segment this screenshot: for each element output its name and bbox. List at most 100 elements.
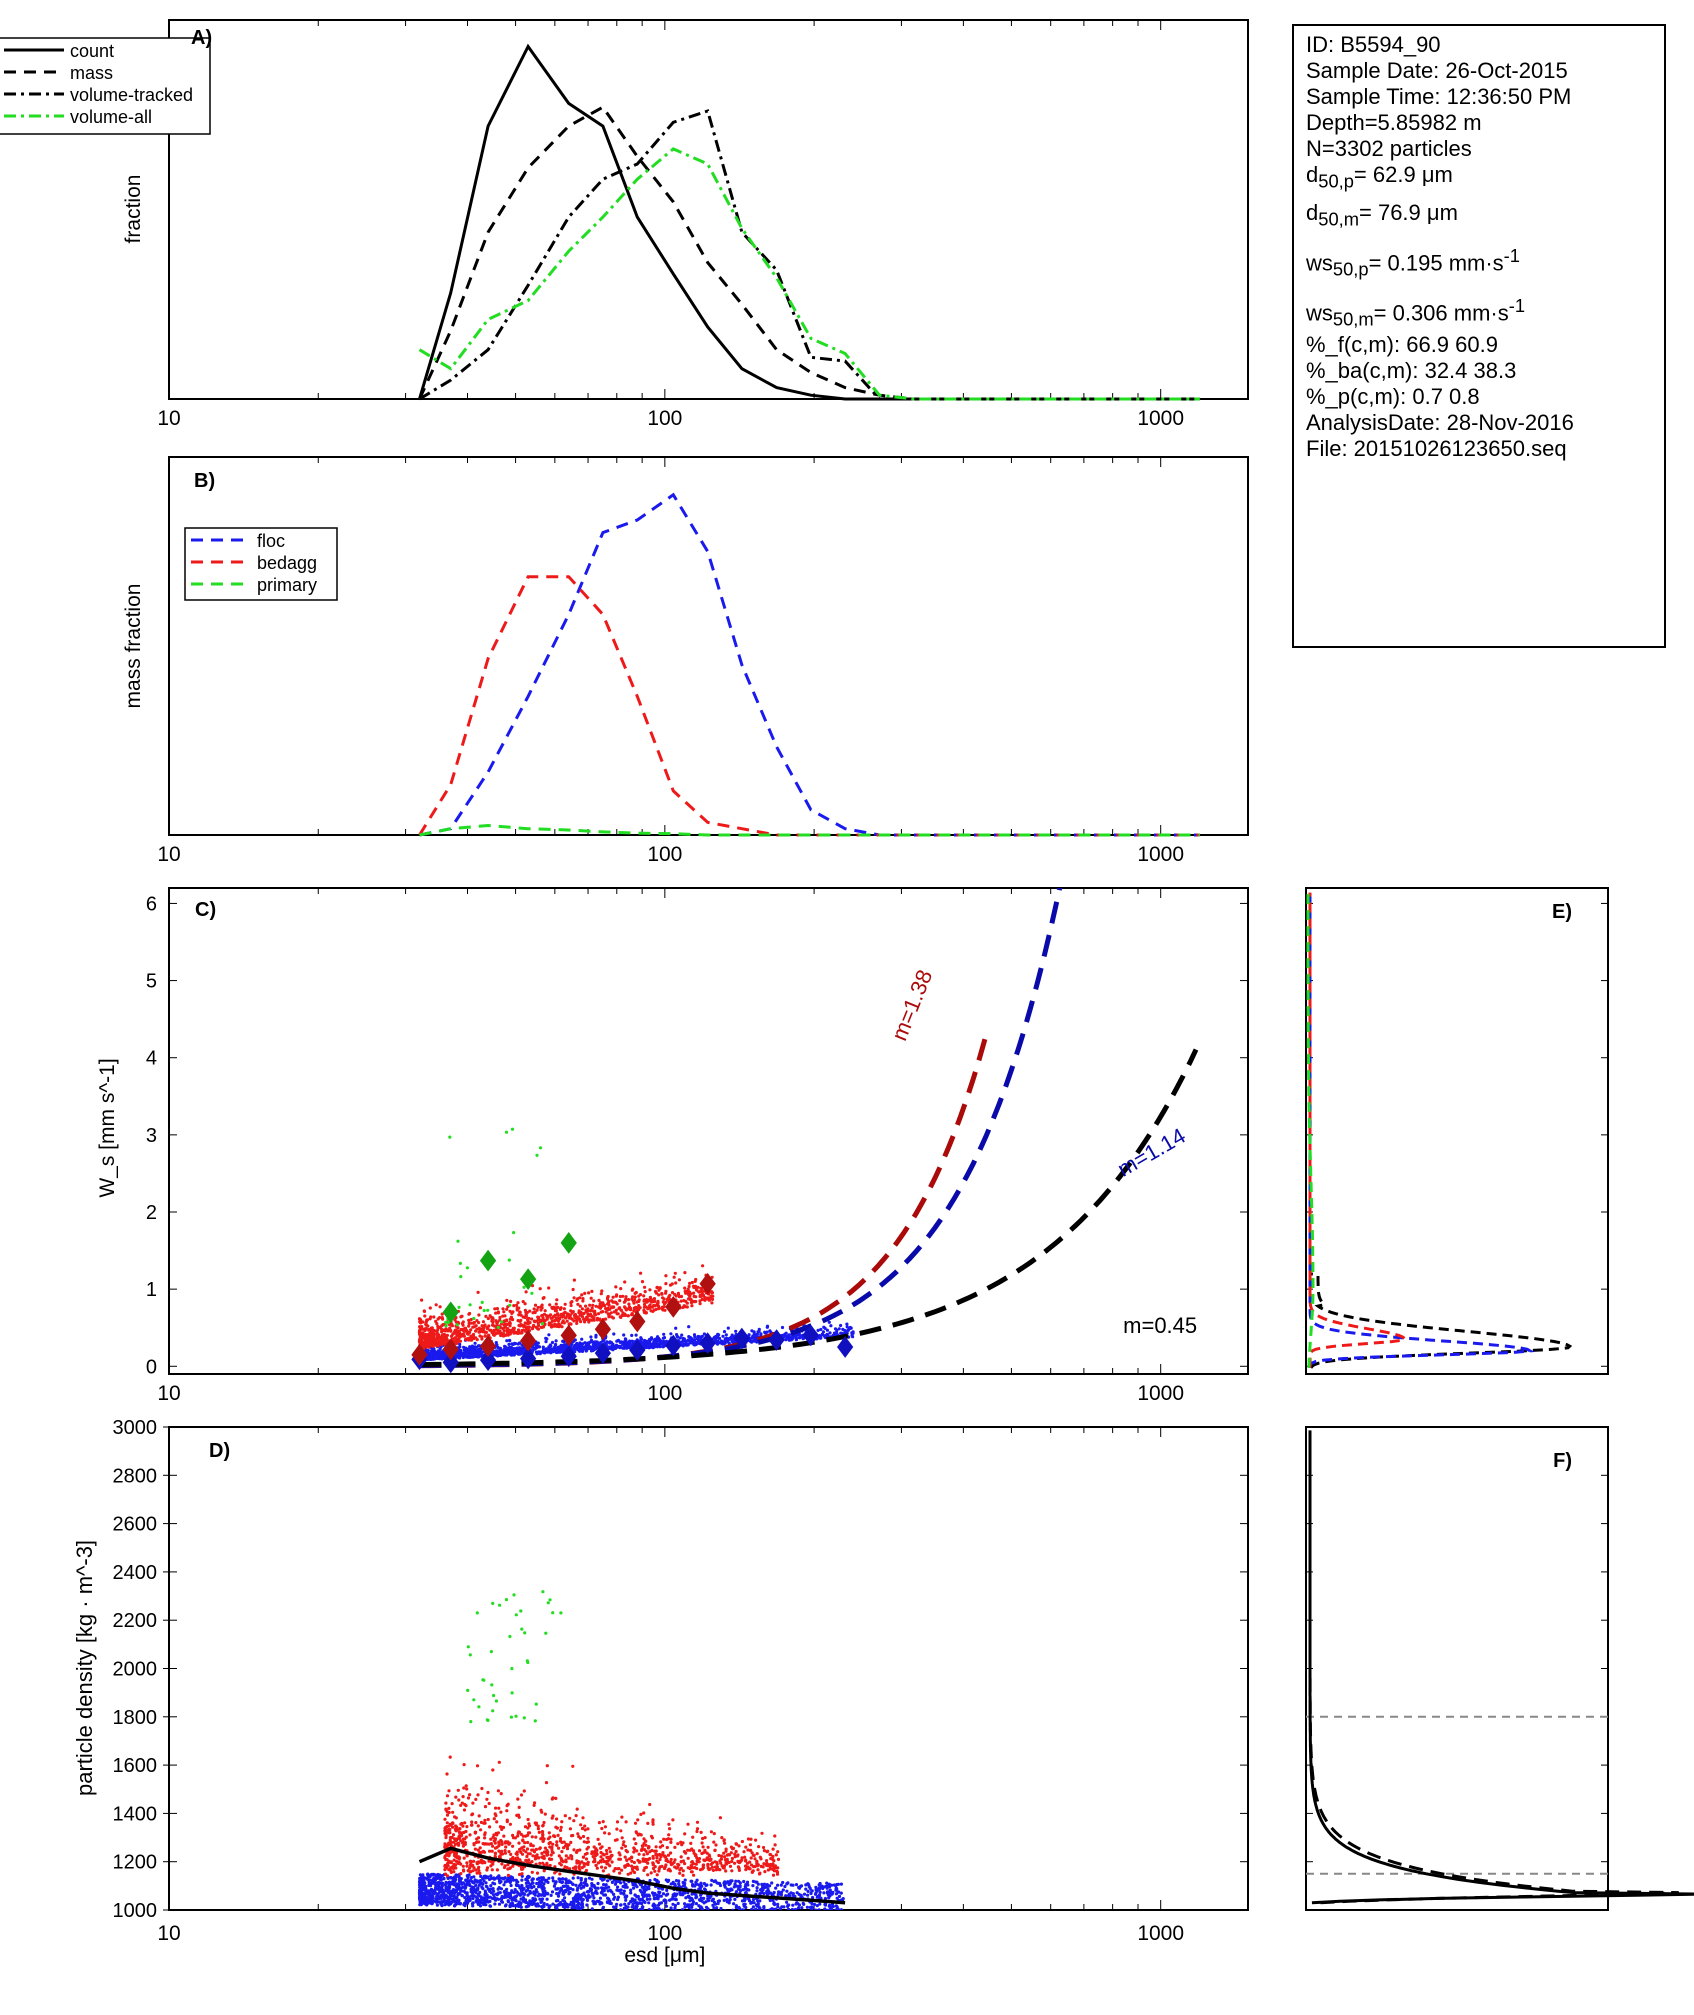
panel-c-point-floc: [599, 1341, 603, 1345]
panel-c-diamond-blue: [442, 1351, 459, 1374]
panel-d-point-floc: [575, 1903, 579, 1907]
panel-c-point-floc: [430, 1354, 434, 1359]
panel-c-point-floc: [656, 1335, 660, 1339]
panel-c-point-bedagg: [674, 1294, 678, 1298]
panel-c-point-bedagg: [536, 1327, 540, 1331]
panel-c-point-bedagg: [426, 1338, 430, 1342]
panel-c-point-floc: [651, 1345, 656, 1349]
panel-c-point-floc: [731, 1340, 735, 1344]
panel-c-point-floc: [846, 1328, 850, 1332]
panel-d-point-floc: [463, 1896, 467, 1900]
panel-c-point-floc: [627, 1342, 631, 1347]
panel-d-point-floc: [791, 1883, 795, 1887]
panel-c-point-bedagg: [514, 1303, 519, 1307]
panel-c-point-bedagg: [436, 1344, 440, 1348]
panel-c-point-floc: [513, 1351, 517, 1356]
panel-d-point-floc: [560, 1887, 564, 1892]
panel-d-point-floc: [561, 1898, 565, 1902]
panel-c-point-bedagg: [700, 1297, 704, 1302]
panel-d-point-floc: [604, 1886, 608, 1890]
panel-d-point-floc: [610, 1880, 615, 1884]
panel-d-point-floc: [734, 1879, 738, 1883]
panel-d-point-floc: [698, 1887, 702, 1891]
panel-d-point-floc: [772, 1890, 776, 1895]
panel-c-point-floc: [839, 1323, 843, 1328]
panel-c-point-primary: [444, 1324, 448, 1328]
panel-c-point-floc: [503, 1351, 508, 1355]
panel-c-point-floc: [520, 1347, 524, 1351]
panel-b-series-bedagg: [418, 575, 1200, 837]
panel-d-point-floc: [567, 1892, 571, 1896]
panel-d-point-floc: [570, 1906, 574, 1910]
panel-c-point-floc: [845, 1325, 849, 1329]
panel-d-point-floc: [779, 1883, 783, 1887]
panel-a-series-mass: [418, 105, 1200, 401]
panel-d-point-floc: [525, 1905, 529, 1909]
panel-c-diamond-red: [442, 1338, 459, 1361]
panel-d-point-floc: [690, 1908, 694, 1910]
panel-d-point-floc: [798, 1911, 801, 1914]
panel-d-point-floc: [502, 1877, 506, 1881]
panel-d-point-floc: [522, 1892, 527, 1896]
panel-c-point-bedagg: [619, 1287, 623, 1291]
panel-c-point-bedagg: [440, 1316, 444, 1320]
panel-c-point-floc: [828, 1331, 832, 1335]
panel-d-point-floc: [530, 1886, 534, 1890]
panel-c-point-floc: [429, 1352, 434, 1356]
panel-c-point-floc: [573, 1338, 577, 1342]
panel-d-point-floc: [461, 1885, 465, 1889]
panel-c-point-floc: [790, 1337, 794, 1341]
panel-d-point-floc: [711, 1897, 716, 1901]
panel-c-point-bedagg: [618, 1315, 622, 1319]
panel-d-point-floc: [716, 1881, 720, 1885]
panel-d-point-floc: [464, 1885, 468, 1889]
panel-c-point-bedagg: [664, 1274, 668, 1278]
panel-d-point-floc: [520, 1874, 524, 1878]
panel-d-point-floc: [702, 1882, 707, 1886]
panel-d-point-floc: [585, 1882, 589, 1887]
panel-d-point-floc: [787, 1903, 791, 1907]
panel-c-point-bedagg: [670, 1291, 675, 1295]
panel-c-point-floc: [688, 1340, 693, 1345]
panel-c-point-bedagg: [420, 1298, 424, 1302]
panel-c-point-floc: [589, 1335, 593, 1339]
panel-d-point-floc: [813, 1892, 818, 1896]
panel-d-point-floc: [691, 1900, 696, 1904]
panel-d-point-floc: [545, 1897, 549, 1901]
panel-c-point-bedagg: [481, 1320, 485, 1324]
panel-c-point-floc: [592, 1343, 596, 1347]
panel-c-point-bedagg: [491, 1323, 495, 1327]
panel-c-point-bedagg: [530, 1317, 534, 1321]
panel-d-point-floc: [472, 1881, 476, 1885]
panel-c-point-bedagg: [637, 1299, 641, 1303]
panel-d-point-floc: [712, 1906, 716, 1910]
panel-d-point-floc: [579, 1876, 583, 1881]
panel-c-point-bedagg: [548, 1303, 552, 1307]
panel-d-point-floc: [481, 1876, 485, 1880]
panel-c-point-floc: [476, 1344, 481, 1348]
panel-d-point-floc: [521, 1896, 526, 1900]
panel-d-point-floc: [520, 1878, 524, 1882]
panel-c-point-bedagg: [579, 1320, 583, 1324]
panel-d-point-floc: [787, 1892, 791, 1896]
panel-b-frame: [168, 456, 1249, 836]
panel-c-point-bedagg: [679, 1299, 683, 1303]
panel-d-point-floc: [606, 1879, 610, 1883]
panel-d-point-floc: [440, 1887, 444, 1891]
panel-d-point-floc: [758, 1906, 762, 1910]
panel-d-point-floc: [533, 1893, 537, 1897]
panel-c-point-floc: [829, 1324, 833, 1328]
panel-c-point-floc: [700, 1334, 704, 1338]
panel-d-point-floc: [634, 1883, 638, 1887]
panel-d-point-floc: [540, 1881, 544, 1885]
panel-c-point-floc: [798, 1334, 802, 1338]
panel-c-point-bedagg: [521, 1300, 525, 1304]
panel-d-point-floc: [836, 1882, 841, 1886]
panel-c-point-primary: [455, 1323, 459, 1327]
panel-c-point-bedagg: [569, 1322, 573, 1326]
panel-d-point-floc: [436, 1884, 441, 1888]
panel-c-point-floc: [516, 1342, 520, 1346]
panel-d-point-floc: [426, 1889, 431, 1893]
panel-c-point-bedagg: [469, 1338, 473, 1342]
panel-c-diamond-blue: [629, 1339, 646, 1361]
